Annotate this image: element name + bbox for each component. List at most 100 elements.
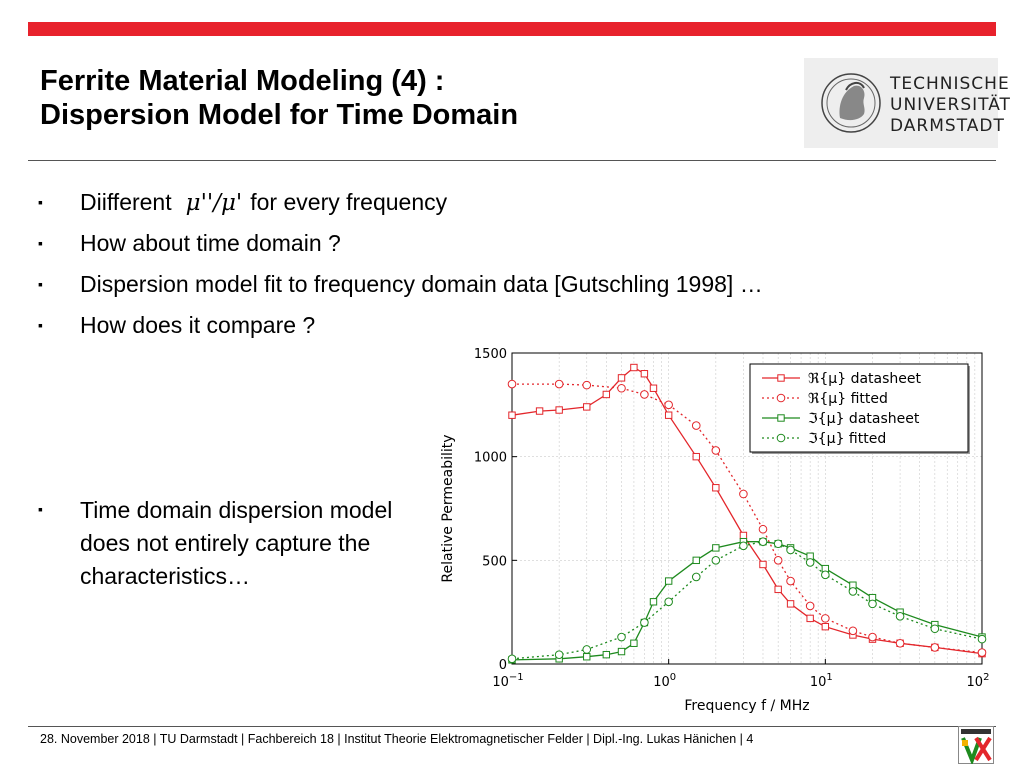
data-point xyxy=(554,379,564,389)
x-tick-exponent: 1 xyxy=(826,672,832,683)
logo-text: TECHNISCHE UNIVERSITÄT DARMSTADT xyxy=(890,74,1011,137)
data-point xyxy=(583,403,591,411)
data-point xyxy=(977,634,987,644)
data-point xyxy=(977,648,987,657)
data-point xyxy=(640,370,649,378)
x-tick-label: 10−1 xyxy=(492,672,523,690)
data-point xyxy=(739,531,748,540)
y-tick-label: 0 xyxy=(499,658,507,673)
data-point xyxy=(739,541,748,551)
data-point xyxy=(582,645,592,654)
data-point xyxy=(582,380,592,390)
legend-label: ℑ{μ} fitted xyxy=(808,431,886,447)
bullet-marker: ▪ xyxy=(38,194,43,210)
y-tick-label: 500 xyxy=(482,554,507,569)
bullet-list: ▪ Diifferent μ''/μ' for every frequency ▪ … xyxy=(34,182,763,346)
legend-box xyxy=(749,363,969,453)
title-line-1: Ferrite Material Modeling (4) : xyxy=(40,65,445,97)
data-point xyxy=(805,601,815,611)
legend-label: ℜ{μ} fitted xyxy=(808,391,888,407)
data-point xyxy=(664,411,673,419)
data-point xyxy=(664,400,673,410)
y-axis-label: Relative Permeability xyxy=(440,434,456,582)
data-point xyxy=(712,484,720,492)
data-point xyxy=(759,560,767,569)
plot-frame xyxy=(511,352,983,665)
data-point xyxy=(617,647,626,656)
data-point xyxy=(786,545,795,555)
x-tick-label: 100 xyxy=(653,672,676,690)
data-point xyxy=(507,654,517,664)
y-tick-label: 1000 xyxy=(474,451,507,466)
data-point xyxy=(691,572,701,582)
data-point xyxy=(773,539,783,549)
data-point xyxy=(602,650,611,659)
bullet-marker: ▪ xyxy=(38,235,43,251)
data-point xyxy=(712,544,720,552)
data-point xyxy=(583,653,591,661)
bullet-text: Dispersion model fit to frequency domain… xyxy=(80,271,763,297)
data-point xyxy=(602,390,611,399)
data-point xyxy=(786,600,795,608)
footer-divider xyxy=(28,726,996,727)
bullet-marker: ▪ xyxy=(38,501,43,517)
data-point xyxy=(649,384,658,392)
bullet-item: ▪ Dispersion model fit to frequency doma… xyxy=(34,264,763,305)
legend-label: ℜ{μ} datasheet xyxy=(808,371,921,387)
data-point xyxy=(868,632,877,642)
x-tick-label: 101 xyxy=(810,672,833,690)
bullet-text: Time domain dispersion model does not en… xyxy=(80,497,393,589)
data-point xyxy=(773,556,783,565)
logo-line-3: DARMSTADT xyxy=(890,116,1005,136)
accent-bar xyxy=(28,22,996,36)
y-tick-label: 1500 xyxy=(474,347,507,362)
data-point xyxy=(930,624,940,634)
x-tick-exponent: −1 xyxy=(509,672,524,683)
bullet-item: ▪ How does it compare ? xyxy=(34,305,763,346)
data-point xyxy=(868,599,877,609)
legend-marker xyxy=(776,433,786,443)
bullet-item: ▪ How about time domain ? xyxy=(34,223,763,264)
data-point xyxy=(507,379,517,389)
data-point xyxy=(554,650,564,659)
legend: ℜ{μ} datasheet ℜ{μ} fitted ℑ{μ} datasheet ℑ… xyxy=(749,363,970,454)
data-point xyxy=(711,446,721,455)
footer-text: 28. November 2018 | TU Darmstadt | Fachb… xyxy=(40,732,754,746)
x-tick-exponent: 0 xyxy=(670,672,676,683)
bullet-text: for every frequency xyxy=(250,189,448,215)
header-divider xyxy=(28,160,996,161)
bullet-text: How does it compare ? xyxy=(80,312,316,338)
bullet-item-conclusion: ▪ Time domain dispersion model does not … xyxy=(34,494,414,593)
bullet-text: Diifferent xyxy=(80,189,172,215)
bullet-item: ▪ Diifferent μ''/μ' for every frequency xyxy=(34,182,763,223)
data-point xyxy=(630,363,638,372)
data-point xyxy=(640,618,649,627)
data-point xyxy=(805,558,815,567)
data-point xyxy=(758,537,768,546)
data-point xyxy=(649,598,658,606)
data-point xyxy=(692,556,700,565)
data-point xyxy=(617,374,626,382)
data-point xyxy=(821,570,830,580)
data-point xyxy=(555,406,563,414)
series-1 xyxy=(507,379,987,657)
data-point xyxy=(848,626,858,636)
data-point xyxy=(821,622,830,631)
athena-seal-icon xyxy=(821,73,881,133)
x-tick-label: 102 xyxy=(967,672,990,690)
legend-label: ℑ{μ} datasheet xyxy=(808,411,920,427)
x-axis-label: Frequency f / MHz xyxy=(684,698,809,714)
data-point xyxy=(617,383,626,393)
data-point xyxy=(774,585,782,594)
data-point xyxy=(535,407,544,415)
logo-line-1: TECHNISCHE xyxy=(890,74,1010,94)
data-point xyxy=(664,597,673,607)
data-point xyxy=(848,587,858,596)
data-point xyxy=(617,632,626,642)
title-line-2: Dispersion Model for Time Domain xyxy=(40,99,519,131)
data-point xyxy=(664,577,673,585)
series-line xyxy=(511,541,983,661)
legend-marker xyxy=(777,414,785,422)
data-point xyxy=(930,643,940,652)
